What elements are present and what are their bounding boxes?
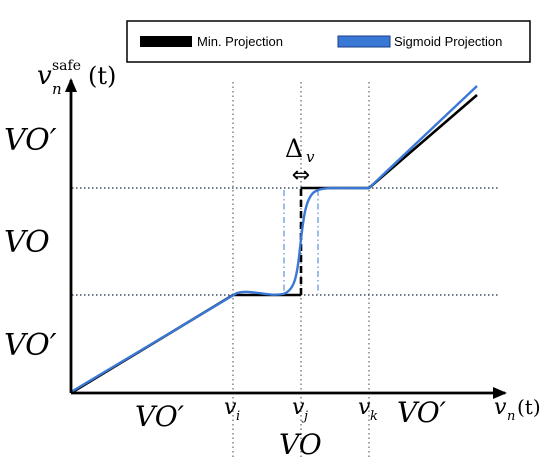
y-region-bottom: VO′ xyxy=(4,328,57,363)
legend-label-min-projection: Min. Projection xyxy=(197,34,283,49)
y-label-main: v xyxy=(37,61,52,91)
x-region-left: VO′ xyxy=(135,400,185,433)
y-region-top: VO′ xyxy=(4,123,57,158)
horizontal-guides xyxy=(72,187,500,296)
sigmoid-projection-curve xyxy=(70,85,478,394)
y-label-arg: (t) xyxy=(88,62,116,90)
min-projection-upper xyxy=(301,94,478,190)
legend-swatch-min-projection xyxy=(140,36,192,47)
x-axis-label: v n (t) xyxy=(494,395,541,424)
legend-box xyxy=(126,20,531,63)
x-label-sub: n xyxy=(507,409,515,424)
delta-annotation: Δ v ⇔ xyxy=(285,134,315,188)
y-region-middle: VO xyxy=(4,225,50,260)
tick-vj: v xyxy=(292,395,305,420)
x-tick-labels: v i v j v k xyxy=(224,395,378,424)
x-region-right: VO′ xyxy=(397,396,447,429)
delta-double-arrow: ⇔ xyxy=(292,163,310,188)
y-axis-label: v n safe (t) xyxy=(37,58,116,98)
legend-swatch-sigmoid-projection xyxy=(337,35,391,48)
x-label-arg: (t) xyxy=(517,395,541,419)
delta-symbol: Δ xyxy=(285,134,303,163)
tick-vk: v xyxy=(358,395,371,420)
min-projection-lower xyxy=(70,293,301,395)
tick-vk-sub: k xyxy=(370,409,378,424)
x-region-bottom: VO xyxy=(279,428,322,461)
legend-label-sigmoid-projection: Sigmoid Projection xyxy=(394,34,502,49)
y-label-sup: safe xyxy=(52,58,81,74)
tick-vi: v xyxy=(224,395,237,420)
x-label-main: v xyxy=(494,395,507,420)
axes xyxy=(65,78,507,399)
sigmoid-band xyxy=(283,190,319,294)
tick-vj-sub: j xyxy=(301,409,308,424)
delta-subscript: v xyxy=(306,148,315,166)
legend: Min. Projection Sigmoid Projection xyxy=(126,20,531,63)
x-region-labels: VO′ VO′ VO xyxy=(135,396,447,461)
min-projection-curve xyxy=(70,94,478,395)
tick-vi-sub: i xyxy=(236,409,240,424)
y-label-sub: n xyxy=(52,80,62,98)
y-region-labels: VO′ VO VO′ xyxy=(4,123,57,363)
